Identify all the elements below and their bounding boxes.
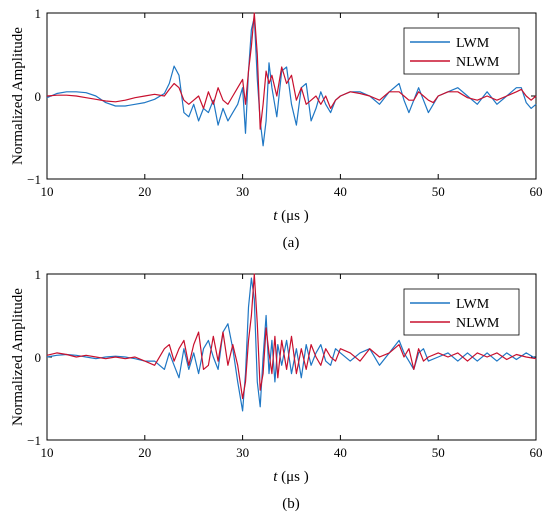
- y-axis-label: Normalized Amplitude: [10, 27, 26, 165]
- legend-box: [403, 288, 520, 336]
- x-tick-label: 10: [41, 184, 54, 199]
- panel-label: (b): [282, 496, 300, 512]
- legend-label-nlwm: NLWM: [456, 55, 500, 70]
- x-tick-label: 20: [138, 445, 151, 460]
- y-tick-label: −1: [27, 433, 41, 448]
- y-tick-label: 1: [35, 267, 42, 282]
- x-tick-label: 20: [138, 184, 151, 199]
- y-tick-label: 1: [35, 6, 42, 21]
- legend-label-nlwm: NLWM: [456, 316, 500, 331]
- x-tick-label: 60: [530, 445, 543, 460]
- x-axis-label-unit: (μs ): [277, 208, 308, 224]
- y-tick-label: 0: [35, 89, 42, 104]
- y-tick-label: −1: [27, 172, 41, 187]
- x-axis-label-unit: (μs ): [277, 469, 308, 485]
- x-tick-label: 40: [334, 184, 347, 199]
- series-line-nlwm: [46, 273, 537, 400]
- x-tick-label: 30: [236, 184, 249, 199]
- x-axis-label-var: t: [273, 208, 278, 224]
- legend-label-lwm: LWM: [456, 297, 490, 312]
- axis-ticks: 10 20 30 40 50 60 −1 0 1: [27, 267, 542, 460]
- series-lines: [46, 12, 537, 147]
- x-axis-label: t (μs ): [273, 208, 309, 224]
- x-tick-label: 50: [432, 445, 445, 460]
- legend: LWM NLWM: [403, 27, 520, 75]
- y-tick-label: 0: [35, 350, 42, 365]
- x-tick-label: 30: [236, 445, 249, 460]
- x-axis-label: t (μs ): [273, 469, 309, 485]
- legend: LWM NLWM: [403, 288, 520, 336]
- x-axis-label-var: t: [273, 469, 278, 485]
- x-tick-label: 10: [41, 445, 54, 460]
- panel-label: (a): [283, 235, 300, 251]
- legend-box: [403, 27, 520, 75]
- series-lines: [46, 273, 537, 412]
- chart-panel-b: 10 20 30 40 50 60 −1 0 1 Normalized Amplitude t …: [10, 267, 543, 512]
- x-tick-label: 60: [530, 184, 543, 199]
- x-tick-label: 50: [432, 184, 445, 199]
- y-axis-label: Normalized Amplitude: [10, 288, 26, 426]
- chart-panel-a: 10 20 30 40 50 60 −1 0 1 Normalized Amplitude t …: [10, 6, 543, 251]
- series-line-nlwm: [46, 12, 537, 130]
- x-tick-label: 40: [334, 445, 347, 460]
- legend-label-lwm: LWM: [456, 36, 490, 51]
- axis-ticks: 10 20 30 40 50 60 −1 0 1: [27, 6, 542, 199]
- series-line-lwm: [46, 16, 537, 147]
